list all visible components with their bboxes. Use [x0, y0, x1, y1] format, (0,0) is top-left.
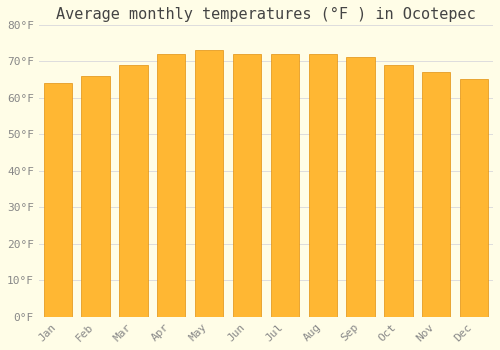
- Bar: [460, 79, 488, 317]
- Bar: [119, 65, 148, 317]
- Bar: [422, 72, 450, 317]
- Bar: [195, 50, 224, 317]
- Bar: [44, 83, 72, 317]
- Title: Average monthly temperatures (°F ) in Ocotepec: Average monthly temperatures (°F ) in Oc…: [56, 7, 476, 22]
- Bar: [384, 65, 412, 317]
- Bar: [308, 54, 337, 317]
- Bar: [346, 57, 375, 317]
- Bar: [82, 76, 110, 317]
- Bar: [270, 54, 299, 317]
- Bar: [233, 54, 261, 317]
- Bar: [157, 54, 186, 317]
